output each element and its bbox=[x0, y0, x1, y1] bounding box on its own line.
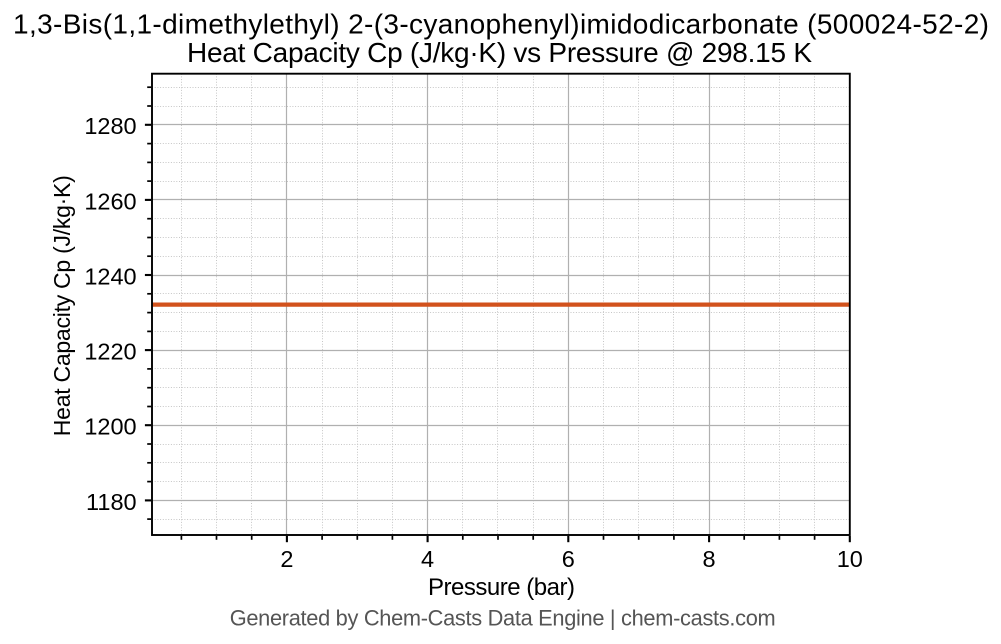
svg-text:Generated by Chem-Casts Data E: Generated by Chem-Casts Data Engine | ch… bbox=[230, 605, 776, 630]
svg-text:4: 4 bbox=[421, 546, 434, 572]
svg-text:1240: 1240 bbox=[84, 263, 136, 289]
svg-text:1220: 1220 bbox=[84, 339, 136, 365]
svg-text:1280: 1280 bbox=[84, 113, 136, 139]
svg-text:Heat Capacity Cp (J/kg·K) vs P: Heat Capacity Cp (J/kg·K) vs Pressure @ … bbox=[187, 37, 812, 68]
svg-text:10: 10 bbox=[837, 546, 863, 572]
svg-text:8: 8 bbox=[703, 546, 716, 572]
svg-text:Pressure (bar): Pressure (bar) bbox=[428, 574, 575, 601]
svg-text:Heat Capacity Cp (J/kg·K): Heat Capacity Cp (J/kg·K) bbox=[49, 175, 75, 436]
svg-text:6: 6 bbox=[562, 546, 575, 572]
svg-text:2: 2 bbox=[280, 546, 293, 572]
svg-text:1,3-Bis(1,1-dimethylethyl) 2-(: 1,3-Bis(1,1-dimethylethyl) 2-(3-cyanophe… bbox=[13, 9, 989, 40]
svg-text:1260: 1260 bbox=[84, 188, 136, 214]
svg-text:1200: 1200 bbox=[84, 414, 136, 440]
svg-text:1180: 1180 bbox=[86, 489, 137, 515]
